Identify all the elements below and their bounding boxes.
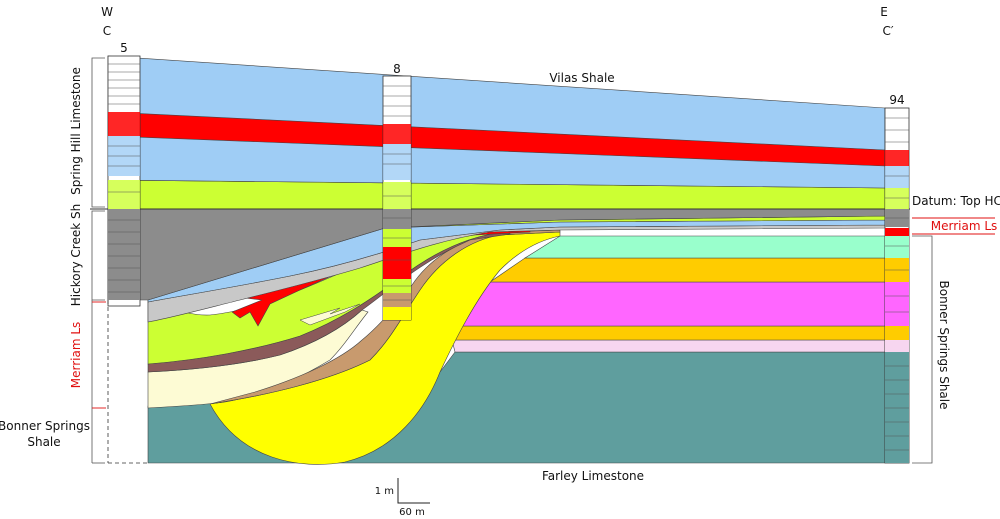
left-merriam-ticks (92, 301, 106, 409)
well-label-94: 94 (889, 93, 904, 107)
right-merriam-label: Merriam Ls (931, 219, 998, 233)
left-bonner-springs-label-line2: Shale (27, 435, 60, 449)
spring-hill-limestone-label: Spring Hill Limestone (69, 67, 83, 195)
well-5-column (107, 55, 148, 464)
magenta-unit (449, 281, 886, 327)
farley-limestone-label: Farley Limestone (542, 469, 644, 483)
west-section-letter: C (103, 24, 111, 38)
west-letter: W (101, 5, 113, 19)
upper-orange-unit (489, 257, 886, 283)
pale-pink-unit (451, 339, 886, 353)
aquamarine-unit (523, 235, 886, 259)
cream-finger (299, 303, 361, 326)
scale-bar (397, 478, 430, 504)
scale-horizontal-label: 60 m (399, 507, 425, 518)
left-bonner-springs-label-line1: Bonner Springs (0, 419, 90, 433)
east-section-letter: C′ (882, 24, 893, 38)
right-bonner-springs-label: Bonner Springs Shale (937, 281, 951, 410)
east-letter: E (880, 5, 888, 19)
left-brackets (91, 57, 105, 464)
well-94-column (884, 107, 910, 464)
hickory-creek-label: Hickory Creek Sh (69, 204, 83, 306)
well-8-column (382, 75, 412, 321)
lower-orange-unit (449, 325, 886, 341)
left-merriam-label: Merriam Ls (69, 322, 83, 389)
scale-vertical-label: 1 m (375, 486, 394, 497)
light-blue-thin-unit (147, 219, 886, 303)
vilas-shale-label: Vilas Shale (549, 71, 614, 85)
well-label-5: 5 (120, 41, 128, 55)
right-brackets (912, 235, 933, 464)
datum-label: Datum: Top HC (912, 194, 1000, 208)
right-merriam-ticks (912, 217, 995, 235)
well-label-8: 8 (393, 62, 401, 76)
